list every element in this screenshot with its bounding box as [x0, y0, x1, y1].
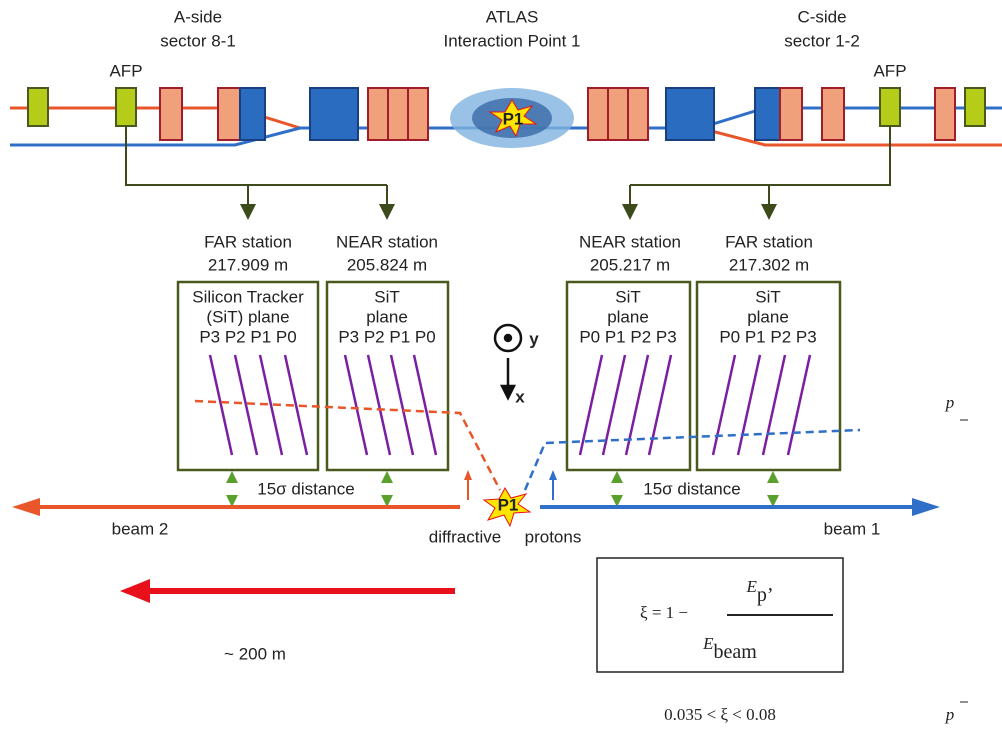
axis-label: y	[529, 329, 539, 348]
proton-label: protons	[525, 527, 582, 546]
distance-arrows	[226, 471, 779, 507]
side-label: p	[945, 393, 955, 412]
station-distance: 217.909 m	[208, 255, 288, 274]
station-text: plane	[366, 307, 408, 326]
station-text: plane	[607, 307, 649, 326]
proton-tracks	[194, 399, 861, 491]
station-distance: 205.824 m	[347, 255, 427, 274]
side-ticks	[960, 419, 968, 703]
station-name: NEAR station	[579, 232, 681, 251]
station-text: SiT	[615, 287, 641, 306]
station-boxes	[176, 280, 842, 472]
station-distance: 205.217 m	[590, 255, 670, 274]
station-name: FAR station	[204, 232, 292, 251]
proton-label: diffractive	[429, 527, 501, 546]
beam-label: beam 2	[112, 519, 169, 538]
connectors	[125, 126, 891, 220]
beam-label: beam 1	[824, 519, 881, 538]
station-text: P0 P1 P2 P3	[579, 327, 676, 346]
station-distance: 217.302 m	[729, 255, 809, 274]
coordinate-symbol	[493, 323, 523, 401]
station-text: SiT	[374, 287, 400, 306]
formula-subscript: p’	[757, 584, 774, 606]
formula-subscript: beam	[714, 641, 758, 663]
collision-label: P1	[498, 495, 519, 514]
range-label: ~ 200 m	[224, 644, 286, 663]
distance-label: 15σ distance	[257, 479, 354, 498]
xi-range: 0.035 < ξ < 0.08	[664, 705, 776, 724]
station-text: P3 P2 P1 P0	[338, 327, 435, 346]
formula-lhs: ξ = 1 −	[640, 603, 688, 622]
header-label: sector 1-2	[784, 31, 860, 50]
beam-axis	[12, 470, 940, 528]
header-label: A-side	[174, 7, 222, 26]
station-name: NEAR station	[336, 232, 438, 251]
range-arrow	[120, 579, 455, 603]
afp-label: AFP	[873, 61, 906, 80]
formula-part: Ep’	[745, 577, 773, 606]
magnets	[27, 87, 986, 141]
header-label: ATLAS	[486, 7, 539, 26]
header-label: sector 8-1	[160, 31, 236, 50]
station-text: P0 P1 P2 P3	[719, 327, 816, 346]
header-label: C-side	[797, 7, 846, 26]
afp-label: AFP	[109, 61, 142, 80]
station-text: Silicon Tracker	[192, 287, 304, 306]
station-name: FAR station	[725, 232, 813, 251]
station-text: P3 P2 P1 P0	[199, 327, 296, 346]
ip-label: P1	[503, 109, 524, 128]
station-text: plane	[747, 307, 789, 326]
station-text: SiT	[755, 287, 781, 306]
station-text: (SiT) plane	[206, 307, 289, 326]
formula-part: Ebeam	[702, 634, 757, 663]
header-label: Interaction Point 1	[443, 31, 580, 50]
atlas-detector	[450, 88, 574, 148]
formula-box	[596, 557, 844, 673]
side-label: p	[945, 705, 955, 724]
distance-label: 15σ distance	[643, 479, 740, 498]
axis-label: x	[515, 387, 525, 406]
